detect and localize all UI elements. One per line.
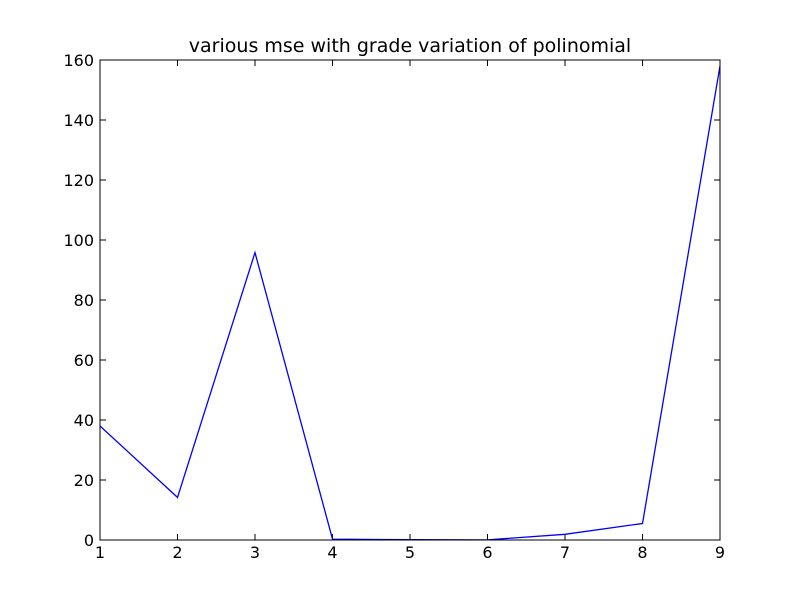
axes-frame: [99, 59, 721, 541]
series-line: [100, 65, 720, 540]
y-tick-label: 20: [74, 471, 94, 490]
x-tick-label: 6: [482, 543, 492, 562]
y-tick-label: 0: [84, 531, 94, 550]
y-tick-label: 120: [63, 171, 94, 190]
y-tick-label: 100: [63, 231, 94, 250]
y-tick-label: 160: [63, 51, 94, 70]
y-tick-label: 40: [74, 411, 94, 430]
x-tick-label: 3: [250, 543, 260, 562]
x-tick-label: 5: [405, 543, 415, 562]
y-tick-label: 80: [74, 291, 94, 310]
x-tick-label: 9: [715, 543, 725, 562]
x-tick-label: 7: [560, 543, 570, 562]
y-tick-label: 60: [74, 351, 94, 370]
x-tick-label: 2: [172, 543, 182, 562]
x-tick-label: 8: [637, 543, 647, 562]
chart-title: various mse with grade variation of poli…: [189, 35, 631, 57]
axis-ticks: 1 2 3 4 5 6 7 8 9 0 20 40 60 80 100 120 140 160: [63, 51, 725, 562]
x-tick-label: 4: [327, 543, 337, 562]
x-tick-label: 1: [95, 543, 105, 562]
series-layer: [100, 65, 720, 540]
y-tick-label: 140: [63, 111, 94, 130]
